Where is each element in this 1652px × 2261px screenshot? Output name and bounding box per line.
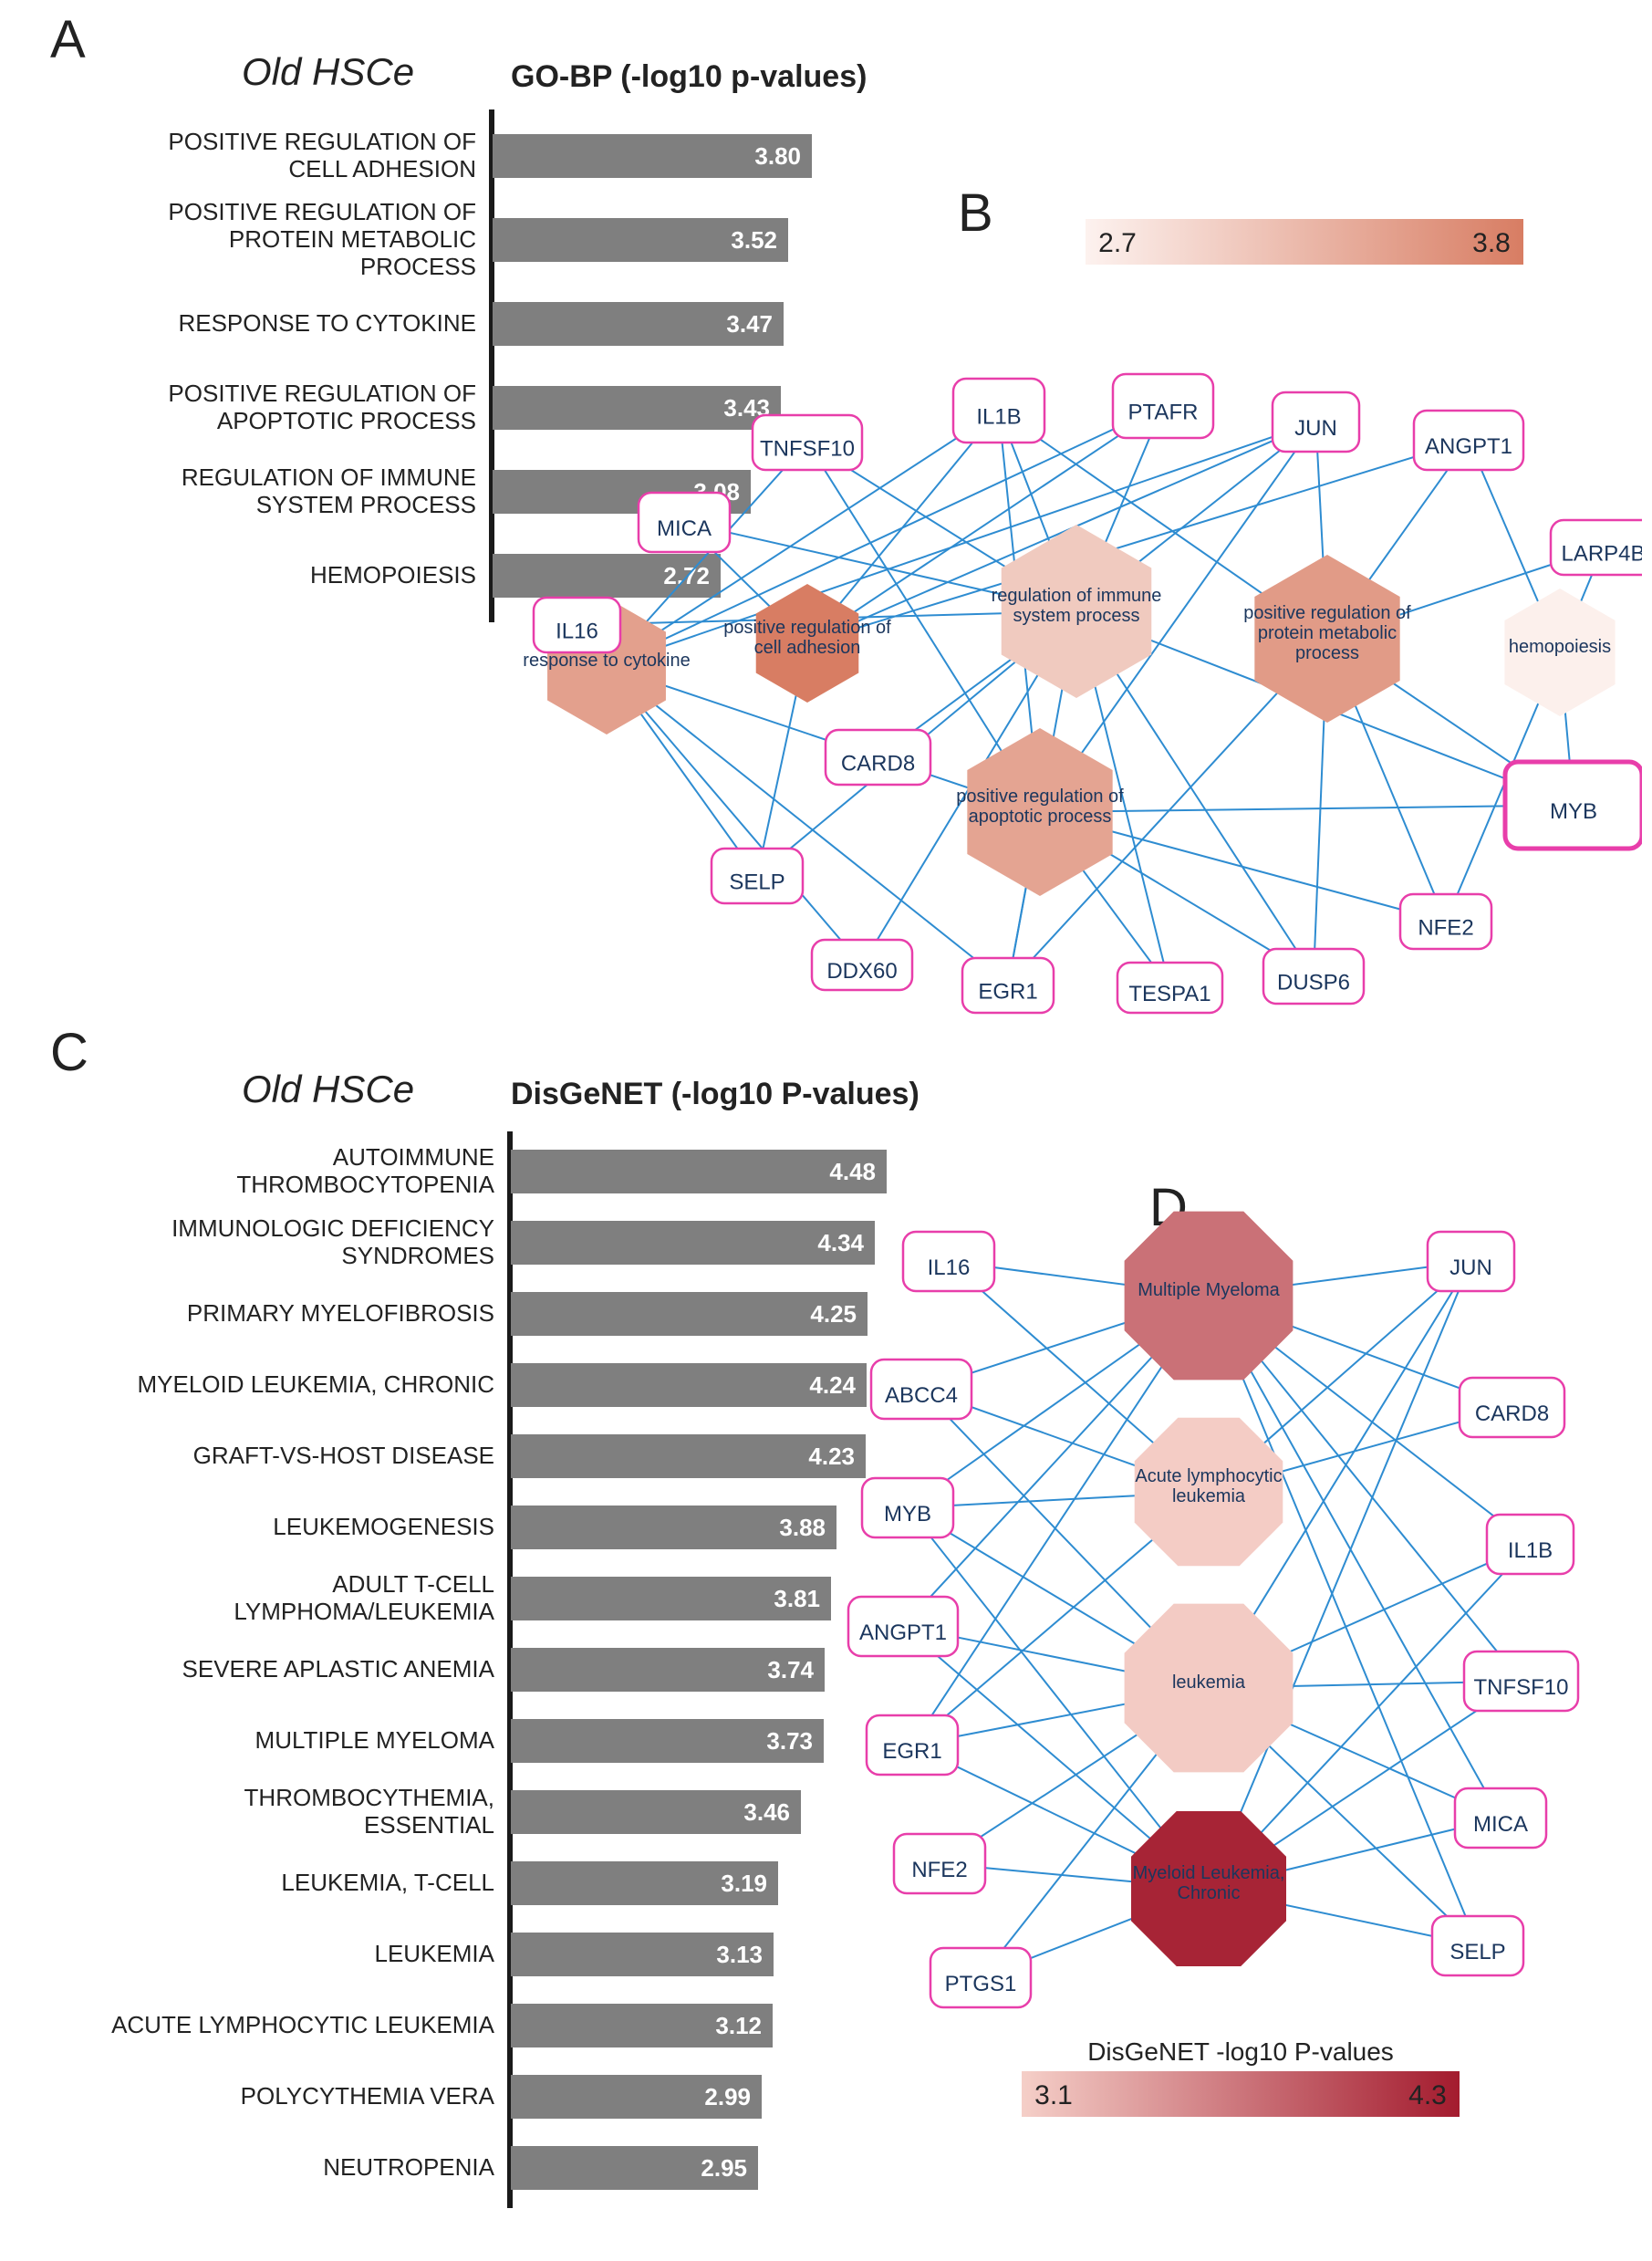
bar-value: 3.46 (743, 1798, 790, 1827)
panel-label-a: A (50, 9, 86, 70)
gene-label: TESPA1 (1128, 982, 1210, 1006)
bar: 2.95 (511, 2146, 758, 2190)
legend-bar (1022, 2071, 1460, 2117)
bar-label: ADULT T-CELL LYMPHOMA/LEUKEMIA (111, 1571, 494, 1626)
bar-label: LEUKEMOGENESIS (111, 1514, 494, 1541)
gene-label: SELP (1449, 1940, 1505, 1964)
gene-label: ANGPT1 (859, 1620, 947, 1645)
gene-label: PTGS1 (945, 1972, 1017, 1996)
bar: 3.81 (511, 1577, 831, 1620)
bar-label: THROMBOCYTHEMIA, ESSENTIAL (111, 1785, 494, 1839)
term-label: cell adhesion (754, 638, 861, 658)
bar: 3.88 (511, 1506, 836, 1549)
bar-label: IMMUNOLOGIC DEFICIENCY SYNDROMES (111, 1215, 494, 1270)
legend-bar (1086, 219, 1523, 265)
bar: 3.19 (511, 1861, 778, 1905)
legend-low: 2.7 (1098, 228, 1137, 258)
gene-label: LARP4B (1561, 541, 1642, 566)
gene-label: DUSP6 (1277, 970, 1350, 995)
gene-label: EGR1 (882, 1739, 941, 1764)
term-label: positive regulation of (956, 787, 1124, 807)
bar-row: POSITIVE REGULATION OF CELL ADHESION 3.80 (130, 114, 912, 198)
term-label: positive regulation of (723, 618, 891, 638)
bar-label: PRIMARY MYELOFIBROSIS (111, 1300, 494, 1328)
bar-label: POLYCYTHEMIA VERA (111, 2083, 494, 2110)
bar-label: ACUTE LYMPHOCYTIC LEUKEMIA (111, 2012, 494, 2039)
gene-label: EGR1 (978, 979, 1037, 1004)
gene-label: JUN (1449, 1256, 1492, 1280)
term-label: Acute lymphocytic (1135, 1466, 1282, 1486)
gene-label: TNFSF10 (760, 436, 855, 461)
bar-value: 3.13 (716, 1941, 763, 1969)
term-label: apoptotic process (969, 807, 1112, 827)
chart-title: DisGeNET (-log10 P-values) (511, 1077, 920, 1112)
gene-label: MYB (1550, 799, 1597, 824)
gene-label: CARD8 (841, 751, 915, 776)
bar-value: 2.95 (701, 2154, 747, 2183)
bar: 3.13 (511, 1933, 774, 1976)
term-label: protein metabolic (1258, 623, 1397, 643)
bar-label: GRAFT-VS-HOST DISEASE (111, 1443, 494, 1470)
bar-value: 3.19 (721, 1870, 767, 1898)
legend-title: DisGeNET -log10 P-values (1087, 2037, 1394, 2066)
gene-label: NFE2 (1418, 915, 1473, 940)
term-label: response to cytokine (523, 651, 690, 671)
network: Multiple MyelomaAcute lymphocyticleukemi… (794, 1168, 1633, 2153)
bar: 2.99 (511, 2075, 762, 2119)
bar: 3.80 (493, 134, 812, 178)
gene-label: SELP (729, 870, 784, 894)
bar: 3.46 (511, 1790, 801, 1834)
gene-label: IL1B (976, 404, 1021, 429)
bar: 3.73 (511, 1719, 824, 1763)
gene-label: ABCC4 (885, 1383, 958, 1408)
bar-label: MYELOID LEUKEMIA, CHRONIC (111, 1371, 494, 1399)
gene-label: NFE2 (911, 1858, 967, 1882)
term-label: system process (1013, 606, 1140, 626)
term-label: hemopoiesis (1509, 637, 1611, 657)
term-label: leukemia (1172, 1672, 1246, 1693)
bar-label: SEVERE APLASTIC ANEMIA (111, 1656, 494, 1683)
network: response to cytokine positive regulation … (383, 219, 1642, 1068)
bar: 3.12 (511, 2004, 773, 2047)
term-label: positive regulation of (1243, 603, 1411, 623)
legend-low: 3.1 (1034, 2080, 1073, 2110)
term-label: Myeloid Leukemia, (1133, 1863, 1285, 1883)
gene-label: DDX60 (826, 959, 897, 984)
bar-label: MULTIPLE MYELOMA (111, 1727, 494, 1755)
gene-label: TNFSF10 (1473, 1675, 1568, 1700)
gene-label: IL1B (1508, 1538, 1553, 1563)
bar-label: POSITIVE REGULATION OF CELL ADHESION (130, 129, 476, 183)
subtitle-c: Old HSCe (242, 1068, 414, 1111)
panel-label-c: C (50, 1022, 88, 1083)
gene-label: PTAFR (1128, 400, 1199, 424)
gene-label: IL16 (928, 1256, 971, 1280)
bar-value: 3.80 (754, 142, 801, 171)
edge (607, 666, 1008, 985)
term-label: process (1295, 643, 1359, 663)
gene-label: IL16 (556, 619, 598, 643)
gene-label: CARD8 (1475, 1401, 1549, 1426)
gene-label: MYB (884, 1502, 931, 1526)
legend-high: 4.3 (1408, 2080, 1447, 2110)
gene-label: MICA (1473, 1812, 1528, 1837)
term-label: regulation of immune (992, 586, 1162, 606)
gene-label: MICA (657, 516, 712, 541)
bar-value: 2.99 (704, 2083, 751, 2111)
gene-label: JUN (1294, 416, 1337, 441)
term-label: Multiple Myeloma (1138, 1280, 1280, 1300)
bar-label: LEUKEMIA (111, 1941, 494, 1968)
chart-title: GO-BP (-log10 p-values) (511, 59, 867, 95)
bar-label: NEUTROPENIA (111, 2154, 494, 2182)
gene-label: ANGPT1 (1425, 434, 1512, 459)
bar: 3.74 (511, 1648, 825, 1692)
subtitle-a: Old HSCe (242, 50, 414, 94)
bar-label: LEUKEMIA, T-CELL (111, 1870, 494, 1897)
term-label: leukemia (1172, 1486, 1246, 1506)
bar-value: 3.12 (715, 2012, 762, 2040)
legend-high: 3.8 (1472, 228, 1511, 258)
bar-label: AUTOIMMUNE THROMBOCYTOPENIA (111, 1144, 494, 1199)
term-label: Chronic (1178, 1883, 1241, 1903)
